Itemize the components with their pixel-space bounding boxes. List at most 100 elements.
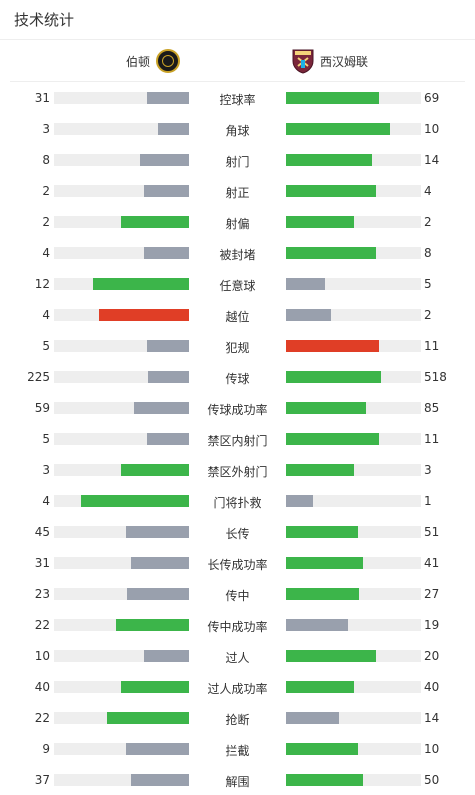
- teams-header: 伯顿 西汉姆联: [10, 40, 465, 82]
- stat-row: 4 门将扑救 1: [0, 485, 475, 516]
- away-bar-track: [286, 433, 421, 445]
- home-value: 2: [42, 184, 50, 198]
- away-bar-track: [286, 464, 421, 476]
- away-value: 40: [424, 680, 440, 694]
- away-value: 51: [424, 525, 440, 539]
- stat-row: 31 长传成功率 41: [0, 547, 475, 578]
- stat-row: 4 越位 2: [0, 299, 475, 330]
- away-value: 518: [424, 370, 447, 384]
- stat-label: 犯规: [225, 341, 250, 355]
- away-value: 2: [424, 308, 432, 322]
- home-value: 59: [34, 401, 50, 415]
- home-bar-track: [54, 588, 189, 600]
- stat-label: 射正: [225, 186, 250, 200]
- stat-label: 射偏: [225, 217, 250, 231]
- home-bar-fill: [121, 681, 189, 693]
- away-value: 50: [424, 773, 440, 787]
- page-header: 技术统计: [0, 0, 475, 40]
- away-bar-fill: [286, 92, 379, 104]
- away-value: 11: [424, 339, 440, 353]
- away-value: 27: [424, 587, 440, 601]
- stat-label: 被封堵: [219, 248, 256, 262]
- home-bar-track: [54, 464, 189, 476]
- away-bar-track: [286, 402, 421, 414]
- home-value: 12: [34, 277, 50, 291]
- away-bar-fill: [286, 588, 359, 600]
- home-bar-fill: [107, 712, 189, 724]
- away-bar-fill: [286, 278, 325, 290]
- away-bar-fill: [286, 526, 358, 538]
- stat-row: 10 过人 20: [0, 640, 475, 671]
- home-bar-fill: [126, 526, 189, 538]
- stat-label: 禁区外射门: [207, 465, 268, 479]
- home-value: 31: [34, 556, 50, 570]
- away-bar-track: [286, 619, 421, 631]
- stat-row: 12 任意球 5: [0, 268, 475, 299]
- stat-label: 传中: [225, 589, 250, 603]
- home-bar-track: [54, 681, 189, 693]
- stat-row: 59 传球成功率 85: [0, 392, 475, 423]
- home-team[interactable]: 伯顿: [126, 40, 180, 82]
- away-value: 41: [424, 556, 440, 570]
- away-bar-track: [286, 123, 421, 135]
- stat-label: 门将扑救: [213, 496, 262, 510]
- home-bar-fill: [144, 247, 189, 259]
- away-bar-fill: [286, 619, 348, 631]
- stats-list: 31 控球率 69 3 角球 10 8 射门 14 2 射正 4 2 射偏 2 4 被封堵 8 12 任意球 5 4 越位 2…: [0, 82, 475, 795]
- home-bar-track: [54, 402, 189, 414]
- away-bar-fill: [286, 681, 354, 693]
- away-bar-track: [286, 92, 421, 104]
- stat-label: 传球成功率: [207, 403, 268, 417]
- home-value: 5: [42, 432, 50, 446]
- home-bar-fill: [148, 371, 189, 383]
- stat-row: 23 传中 27: [0, 578, 475, 609]
- home-bar-fill: [81, 495, 189, 507]
- away-bar-fill: [286, 712, 339, 724]
- away-bar-fill: [286, 247, 376, 259]
- home-bar-fill: [147, 92, 189, 104]
- home-bar-track: [54, 495, 189, 507]
- away-bar-fill: [286, 743, 358, 755]
- away-bar-fill: [286, 123, 390, 135]
- home-bar-track: [54, 774, 189, 786]
- home-bar-fill: [147, 433, 189, 445]
- away-bar-track: [286, 774, 421, 786]
- away-bar-track: [286, 154, 421, 166]
- away-value: 11: [424, 432, 440, 446]
- home-value: 9: [42, 742, 50, 756]
- away-bar-track: [286, 526, 421, 538]
- stat-label: 长传: [225, 527, 250, 541]
- home-value: 4: [42, 308, 50, 322]
- home-bar-fill: [131, 557, 189, 569]
- stat-row: 5 禁区内射门 11: [0, 423, 475, 454]
- away-bar-track: [286, 278, 421, 290]
- stat-row: 2 射偏 2: [0, 206, 475, 237]
- away-bar-track: [286, 247, 421, 259]
- away-bar-track: [286, 712, 421, 724]
- home-bar-fill: [93, 278, 189, 290]
- stat-label: 拦截: [225, 744, 250, 758]
- away-team[interactable]: 西汉姆联: [292, 40, 368, 82]
- home-bar-track: [54, 123, 189, 135]
- stat-row: 2 射正 4: [0, 175, 475, 206]
- west-ham-crest-icon: [292, 48, 314, 74]
- home-value: 225: [27, 370, 50, 384]
- away-bar-fill: [286, 340, 379, 352]
- home-bar-fill: [121, 216, 189, 228]
- home-bar-track: [54, 154, 189, 166]
- away-value: 3: [424, 463, 432, 477]
- away-bar-fill: [286, 557, 363, 569]
- away-bar-fill: [286, 464, 354, 476]
- away-bar-fill: [286, 185, 376, 197]
- home-bar-track: [54, 185, 189, 197]
- home-bar-fill: [147, 340, 189, 352]
- home-value: 3: [42, 122, 50, 136]
- stat-row: 22 抢断 14: [0, 702, 475, 733]
- away-bar-fill: [286, 402, 366, 414]
- home-bar-track: [54, 216, 189, 228]
- stat-row: 9 拦截 10: [0, 733, 475, 764]
- away-value: 14: [424, 153, 440, 167]
- away-bar-track: [286, 495, 421, 507]
- stat-row: 3 角球 10: [0, 113, 475, 144]
- home-value: 37: [34, 773, 50, 787]
